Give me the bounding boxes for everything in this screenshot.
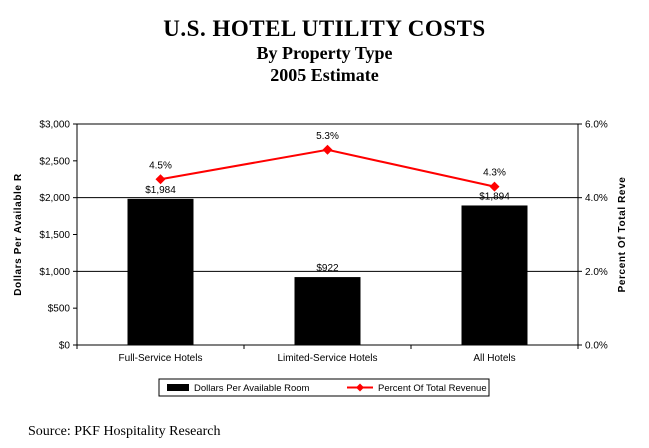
- line-value-label: 5.3%: [316, 131, 339, 142]
- line-value-label: 4.3%: [483, 168, 506, 179]
- bar: [461, 205, 528, 345]
- y-axis-title: Dollars Per Available R: [13, 173, 24, 296]
- bar-value-label: $1,894: [479, 191, 510, 202]
- y2-tick-label: 4.0%: [585, 193, 608, 204]
- y2-tick-label: 0.0%: [585, 341, 608, 352]
- line-marker: [322, 144, 333, 155]
- legend-label-line: Percent Of Total Revenue: [378, 383, 487, 394]
- y-tick-label: $2,500: [39, 156, 70, 167]
- y2-tick-label: 2.0%: [585, 267, 608, 278]
- line-path: [160, 148, 495, 188]
- y-tick-label: $1,500: [39, 230, 70, 241]
- legend-swatch-marker: [356, 383, 364, 392]
- line-marker: [489, 181, 500, 192]
- y-tick-label: $2,000: [39, 193, 70, 204]
- legend-label-bar: Dollars Per Available Room: [194, 383, 310, 394]
- axes: $0 $500 $1,000 $1,500 $2,000 $2,500 $3,000 0.0%…: [13, 120, 628, 365]
- data-labels: $1,984 $922 $1,894 4.5% 5.3% 4.3%: [145, 131, 510, 274]
- chart-subtitle-year: 2005 Estimate: [270, 65, 379, 85]
- y-tick-label: $0: [59, 341, 71, 352]
- bar: [294, 277, 361, 345]
- bar-series: [127, 198, 528, 345]
- y2-tick-label: 6.0%: [585, 120, 608, 131]
- source-note: Source: PKF Hospitality Research: [28, 424, 221, 439]
- bar-value-label: $922: [316, 263, 339, 274]
- x-tick-label: Full-Service Hotels: [119, 353, 203, 364]
- bar-value-label: $1,984: [145, 185, 176, 196]
- line-value-label: 4.5%: [149, 160, 172, 171]
- y-tick-label: $3,000: [39, 120, 70, 131]
- y2-axis-title: Percent Of Total Reve: [617, 177, 628, 293]
- legend-box: [158, 378, 490, 397]
- bar: [127, 198, 194, 345]
- y-tick-label: $1,000: [39, 267, 70, 278]
- legend-swatch-bar: [167, 384, 189, 391]
- chart-subtitle: By Property Type: [256, 43, 393, 63]
- line-series: [155, 144, 500, 192]
- x-tick-label: Limited-Service Hotels: [277, 353, 377, 364]
- x-tick-label: All Hotels: [473, 353, 515, 364]
- chart-title-block: U.S. HOTEL UTILITY COSTS By Property Typ…: [0, 16, 649, 86]
- legend: Dollars Per Available Room Percent Of Tot…: [158, 378, 490, 397]
- chart-title: U.S. HOTEL UTILITY COSTS: [163, 16, 486, 41]
- y-tick-label: $500: [48, 304, 71, 315]
- line-marker: [155, 174, 166, 185]
